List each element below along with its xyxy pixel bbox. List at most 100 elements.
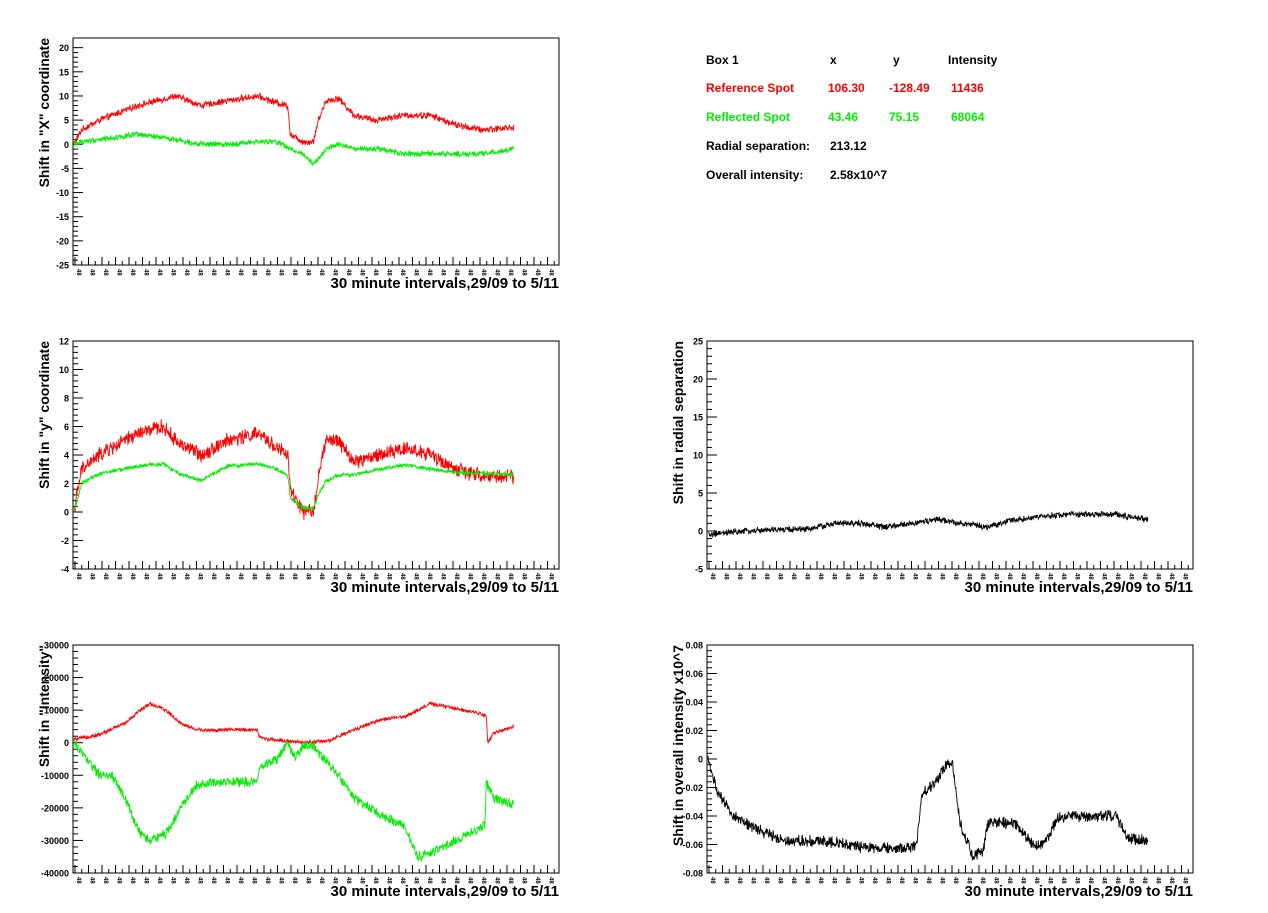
- x-tick-label: 48: [979, 877, 985, 884]
- x-tick-label: 48: [939, 877, 945, 884]
- info-ref-y: -128.49: [889, 81, 930, 95]
- y-tick-label: -5: [61, 164, 69, 174]
- x-tick-label: 48: [129, 269, 135, 276]
- chart-overall-intensity-shift: -0.08 -0.06 -0.04 -0.02 0 0.02 0.04 0.06 0.08 48 4…: [670, 641, 1194, 900]
- x-tick-label: 48: [170, 573, 176, 580]
- y-tick-label: 0: [698, 527, 703, 537]
- x-tick-label: 48: [993, 877, 999, 884]
- x-tick-label: 48: [831, 877, 837, 884]
- x-tick-label: 48: [345, 877, 351, 884]
- x-tick-label: 48: [966, 573, 972, 580]
- x-tick-label: 48: [993, 573, 999, 580]
- x-tick-label: 48: [291, 877, 297, 884]
- y-tick-label: -0.06: [682, 840, 703, 850]
- y-tick-label: 8: [64, 394, 69, 404]
- x-tick-label: 48: [1155, 877, 1161, 884]
- x-tick-label: 48: [237, 877, 243, 884]
- series-line-primary: [73, 92, 515, 146]
- x-tick-label: 48: [1141, 573, 1147, 580]
- y-tick-label: -4: [61, 565, 69, 575]
- x-tick-label: 48: [1074, 877, 1080, 884]
- x-tick-label: 48: [1033, 877, 1039, 884]
- x-tick-label: 48: [925, 573, 931, 580]
- x-tick-label: 48: [143, 269, 149, 276]
- x-tick-label: 48: [1101, 877, 1107, 884]
- x-tick-label: 48: [952, 573, 958, 580]
- x-axis-title: 30 minute intervals,29/09 to 5/11: [331, 275, 559, 292]
- y-tick-label: 12: [59, 337, 69, 347]
- x-tick-label: 48: [345, 269, 351, 276]
- x-tick-label: 48: [925, 877, 931, 884]
- x-tick-label: 48: [413, 573, 419, 580]
- x-axis-title: 30 minute intervals,29/09 to 5/11: [965, 579, 1193, 596]
- y-tick-label: 2: [64, 479, 69, 489]
- x-tick-label: 48: [129, 877, 135, 884]
- y-tick-label: 10000: [44, 706, 69, 716]
- x-tick-label: 48: [898, 877, 904, 884]
- x-tick-label: 48: [102, 877, 108, 884]
- x-tick-label: 48: [426, 877, 432, 884]
- x-tick-label: 48: [1182, 573, 1188, 580]
- x-tick-label: 48: [197, 877, 203, 884]
- x-tick-label: 48: [494, 877, 500, 884]
- x-tick-label: 48: [224, 269, 230, 276]
- x-tick-label: 48: [116, 877, 122, 884]
- y-tick-label: 25: [693, 337, 703, 347]
- y-tick-label: 30000: [44, 641, 69, 651]
- x-tick-label: 48: [521, 877, 527, 884]
- x-tick-label: 48: [844, 877, 850, 884]
- x-tick-label: 48: [1047, 573, 1053, 580]
- x-tick-label: 48: [979, 573, 985, 580]
- y-tick-label: -15: [56, 212, 69, 222]
- plot-frame: [72, 644, 560, 874]
- x-tick-label: 48: [386, 573, 392, 580]
- x-tick-label: 48: [507, 877, 513, 884]
- x-tick-label: 48: [817, 573, 823, 580]
- info-radial-value: 213.12: [830, 139, 867, 153]
- x-tick-label: 48: [817, 877, 823, 884]
- x-tick-label: 48: [1006, 877, 1012, 884]
- x-tick-label: 48: [1074, 573, 1080, 580]
- x-tick-label: 48: [440, 877, 446, 884]
- y-tick-label: -10: [56, 188, 69, 198]
- x-tick-label: 48: [453, 877, 459, 884]
- info-refl-intensity: 68064: [951, 110, 985, 124]
- x-tick-label: 48: [359, 269, 365, 276]
- x-tick-label: 48: [1155, 573, 1161, 580]
- x-tick-label: 48: [224, 877, 230, 884]
- x-tick-label: 48: [1060, 877, 1066, 884]
- x-tick-label: 48: [318, 269, 324, 276]
- x-tick-label: 48: [251, 573, 257, 580]
- x-tick-label: 48: [278, 269, 284, 276]
- x-tick-label: 48: [763, 877, 769, 884]
- x-tick-label: 48: [1087, 573, 1093, 580]
- info-ref-label: Reference Spot: [706, 81, 794, 95]
- x-tick-label: 48: [129, 573, 135, 580]
- x-tick-label: 48: [102, 269, 108, 276]
- y-tick-label: -0.04: [682, 812, 703, 822]
- x-tick-label: 48: [1128, 877, 1134, 884]
- x-tick-label: 48: [777, 573, 783, 580]
- x-tick-label: 48: [372, 877, 378, 884]
- x-tick-label: 48: [750, 573, 756, 580]
- x-tick-label: 48: [939, 573, 945, 580]
- y-tick-label: -10000: [41, 771, 69, 781]
- x-tick-label: 48: [1047, 877, 1053, 884]
- plot-frame: [72, 37, 560, 266]
- x-tick-label: 48: [804, 877, 810, 884]
- x-tick-label: 48: [183, 573, 189, 580]
- series-line-secondary: [73, 131, 515, 166]
- info-refl-y: 75.15: [889, 110, 919, 124]
- chart-radial-shift: -5 0 5 10 15 20 25 48 48 48 48 48 48 48 48 48 48 48 48 48 48…: [670, 337, 1194, 596]
- chart-y-shift: -4 -2 0 2 4 6 8 10 12 48 48 48 48 48 48 48 48 48 48 48 48 48 4…: [36, 337, 560, 596]
- info-radial-label: Radial separation:: [706, 139, 810, 153]
- x-tick-label: 48: [426, 573, 432, 580]
- y-axis-title: Shift in "y" coordinate: [36, 341, 52, 489]
- x-tick-label: 48: [291, 573, 297, 580]
- x-tick-label: 48: [372, 573, 378, 580]
- info-col-y: y: [893, 53, 900, 67]
- x-tick-label: 48: [75, 269, 81, 276]
- x-tick-label: 48: [1141, 877, 1147, 884]
